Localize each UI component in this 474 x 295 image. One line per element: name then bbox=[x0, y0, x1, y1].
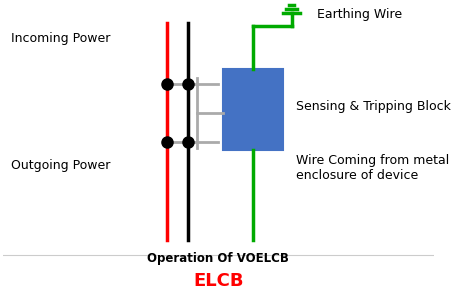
Text: Outgoing Power: Outgoing Power bbox=[11, 159, 111, 172]
Text: ELCB: ELCB bbox=[193, 272, 244, 290]
Text: Operation Of VOELCB: Operation Of VOELCB bbox=[147, 253, 289, 266]
Text: Sensing & Tripping Block: Sensing & Tripping Block bbox=[296, 101, 451, 114]
Text: Incoming Power: Incoming Power bbox=[11, 32, 111, 45]
Text: Earthing Wire: Earthing Wire bbox=[318, 8, 402, 21]
Bar bbox=[223, 69, 283, 150]
Text: Wire Coming from metal
enclosure of device: Wire Coming from metal enclosure of devi… bbox=[296, 154, 449, 182]
